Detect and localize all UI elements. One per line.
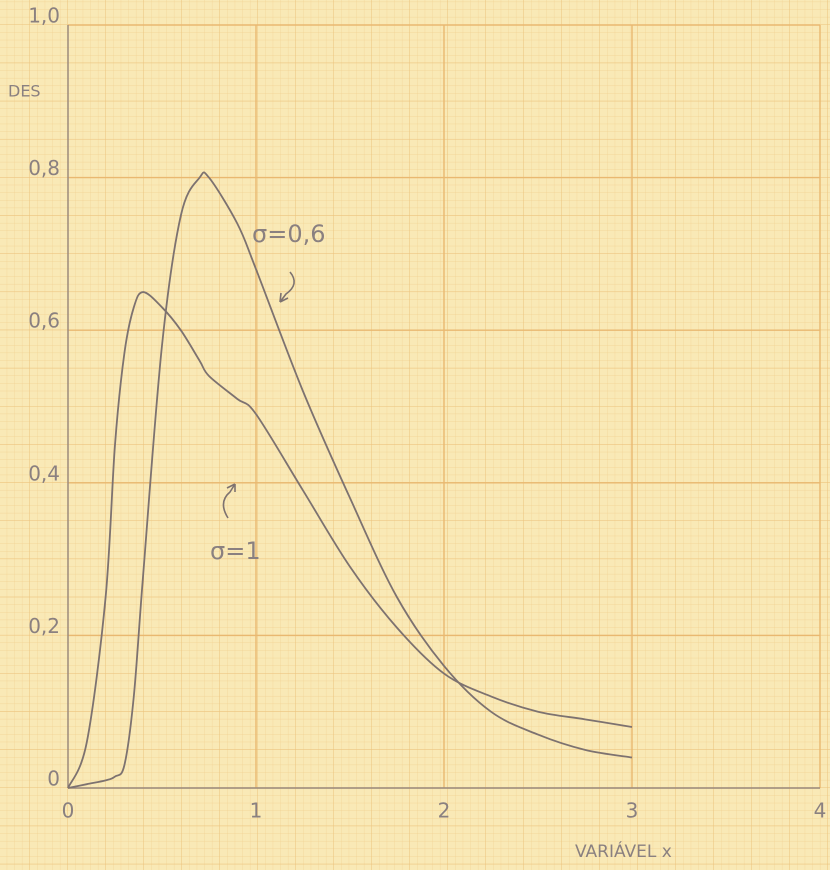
- arrow: [222, 483, 236, 519]
- series-label: σ=1: [210, 537, 261, 565]
- y-tick-label: 0,6: [28, 309, 60, 333]
- y-axis-label: DES: [8, 82, 41, 101]
- x-tick-label: 3: [626, 799, 639, 823]
- x-tick-label: 2: [438, 799, 451, 823]
- x-axis-label: VARIÁVEL x: [575, 840, 672, 862]
- x-tick-label: 4: [814, 799, 827, 823]
- y-tick-label: 0: [47, 767, 60, 791]
- y-tick-label: 0,2: [28, 614, 60, 638]
- data-line: [67, 171, 633, 789]
- y-tick-label: 0,4: [28, 461, 60, 485]
- series-label: σ=0,6: [252, 220, 326, 248]
- x-tick-label: 0: [62, 799, 75, 823]
- y-tick-label: 1,0: [28, 4, 60, 28]
- x-tick-label: 1: [250, 799, 263, 823]
- arrow: [279, 271, 295, 303]
- y-tick-label: 0,8: [28, 156, 60, 180]
